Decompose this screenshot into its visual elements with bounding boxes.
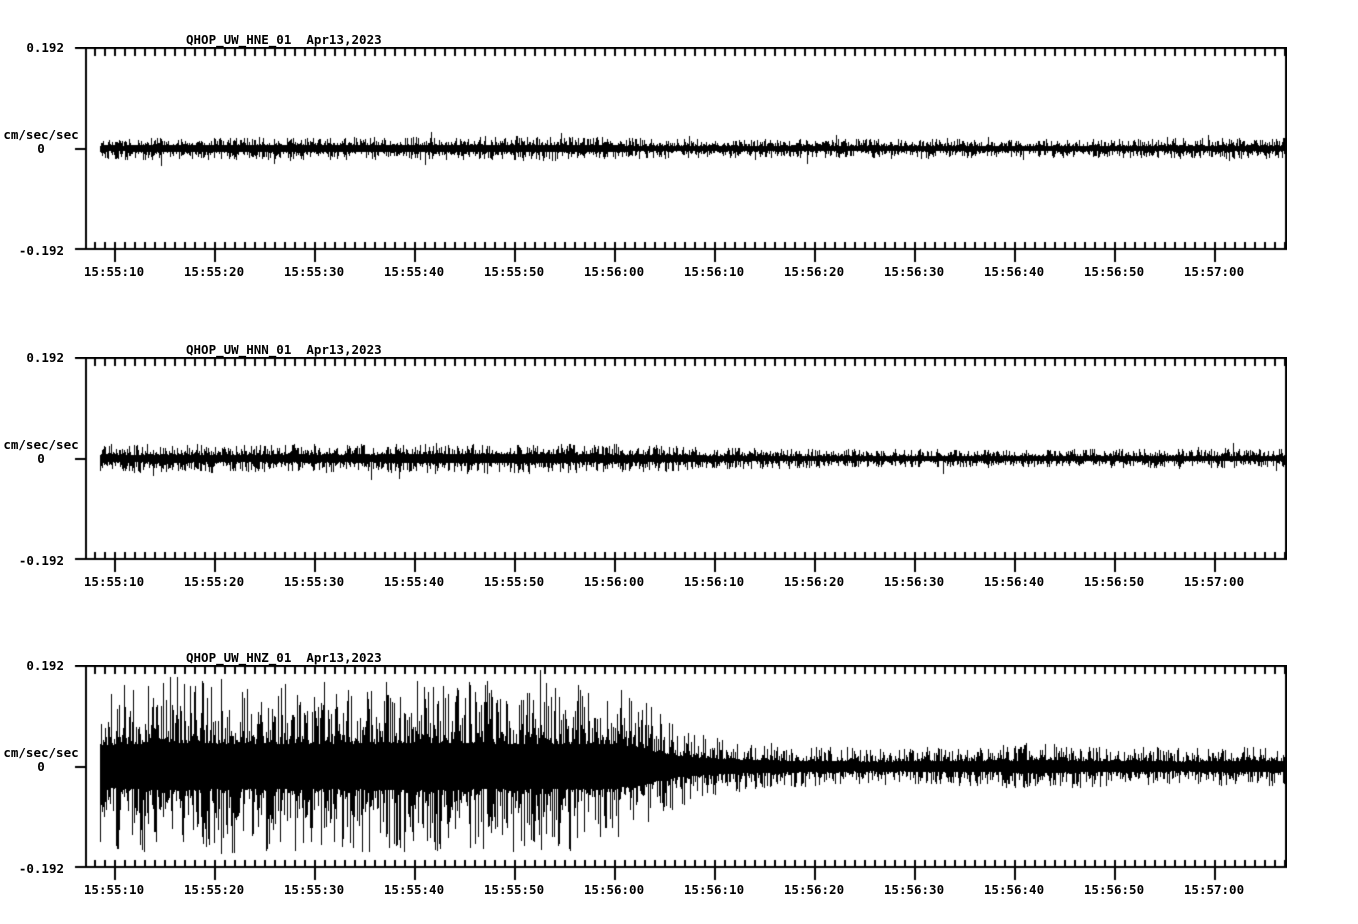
station-channel-label: QHOP_UW_HNN_01 [186, 342, 292, 357]
x-tick-label: 15:56:10 [683, 574, 745, 589]
x-tick-label: 15:56:50 [1083, 264, 1145, 279]
trace-title: QHOP_UW_HNE_01 Apr13,2023 [186, 32, 382, 47]
x-axis-tick-labels: 15:55:10 15:55:20 15:55:30 15:55:40 15:55:50… [83, 264, 1299, 279]
x-tick-label: 15:55:10 [83, 264, 145, 279]
seismogram-panel-hnz: QHOP_UW_HNZ_01 Apr13,2023 0.192 cm/sec/se… [0, 645, 1358, 924]
x-tick-label: 15:55:10 [83, 882, 145, 897]
x-tick-label: 15:56:30 [883, 264, 945, 279]
x-tick-label: 15:56:00 [583, 264, 645, 279]
trace-title: QHOP_UW_HNN_01 Apr13,2023 [186, 342, 382, 357]
x-tick-label: 15:55:50 [483, 264, 545, 279]
x-tick-label: 15:56:40 [983, 264, 1045, 279]
x-tick-label: 15:56:10 [683, 882, 745, 897]
x-tick-label: 15:56:00 [583, 882, 645, 897]
station-channel-label: QHOP_UW_HNE_01 [186, 32, 292, 47]
x-tick-label: 15:56:20 [783, 882, 845, 897]
seismogram-panel-hne: QHOP_UW_HNE_01 Apr13,2023 0.192 cm/sec/se… [0, 27, 1358, 327]
x-tick-label: 15:56:50 [1083, 574, 1145, 589]
y-axis-zero-label: 0 [37, 759, 45, 774]
y-axis-zero-label: 0 [37, 141, 45, 156]
seismogram-canvas-hnz [73, 665, 1287, 882]
y-axis-zero-label: 0 [37, 451, 45, 466]
trace-date-label: Apr13,2023 [306, 32, 382, 47]
x-tick-label: 15:56:30 [883, 882, 945, 897]
trace-date-label: Apr13,2023 [306, 342, 382, 357]
x-tick-label: 15:56:20 [783, 574, 845, 589]
x-tick-label: 15:55:40 [383, 882, 445, 897]
y-axis-unit-label: cm/sec/sec [3, 437, 79, 452]
y-axis-max-label: 0.192 [26, 350, 64, 365]
seismogram-canvas-hnn [73, 357, 1287, 574]
x-tick-label: 15:57:00 [1183, 882, 1245, 897]
x-tick-label: 15:56:40 [983, 882, 1045, 897]
y-axis-unit-label: cm/sec/sec [3, 745, 79, 760]
x-tick-label: 15:57:00 [1183, 264, 1245, 279]
y-axis-unit-label: cm/sec/sec [3, 127, 79, 142]
x-tick-label: 15:55:30 [283, 882, 345, 897]
x-tick-label: 15:56:30 [883, 574, 945, 589]
x-tick-label: 15:56:00 [583, 574, 645, 589]
x-axis-tick-labels: 15:55:10 15:55:20 15:55:30 15:55:40 15:55:50… [83, 882, 1299, 897]
trace-title: QHOP_UW_HNZ_01 Apr13,2023 [186, 650, 382, 665]
trace-date-label: Apr13,2023 [306, 650, 382, 665]
y-axis-min-label: -0.192 [18, 553, 64, 568]
x-tick-label: 15:55:30 [283, 574, 345, 589]
station-channel-label: QHOP_UW_HNZ_01 [186, 650, 292, 665]
seismogram-panel-hnn: QHOP_UW_HNN_01 Apr13,2023 0.192 cm/sec/se… [0, 337, 1358, 637]
x-axis-tick-labels: 15:55:10 15:55:20 15:55:30 15:55:40 15:55:50… [83, 574, 1299, 589]
x-tick-label: 15:56:10 [683, 264, 745, 279]
x-tick-label: 15:55:50 [483, 574, 545, 589]
x-tick-label: 15:55:10 [83, 574, 145, 589]
x-tick-label: 15:56:20 [783, 264, 845, 279]
x-tick-label: 15:57:00 [1183, 574, 1245, 589]
x-tick-label: 15:55:40 [383, 264, 445, 279]
y-axis-min-label: -0.192 [18, 861, 64, 876]
x-tick-label: 15:56:40 [983, 574, 1045, 589]
x-tick-label: 15:55:20 [183, 574, 245, 589]
seismogram-canvas-hne [73, 47, 1287, 264]
x-tick-label: 15:55:30 [283, 264, 345, 279]
x-tick-label: 15:55:40 [383, 574, 445, 589]
x-tick-label: 15:55:20 [183, 264, 245, 279]
y-axis-max-label: 0.192 [26, 658, 64, 673]
x-tick-label: 15:56:50 [1083, 882, 1145, 897]
y-axis-min-label: -0.192 [18, 243, 64, 258]
x-tick-label: 15:55:20 [183, 882, 245, 897]
y-axis-max-label: 0.192 [26, 40, 64, 55]
x-tick-label: 15:55:50 [483, 882, 545, 897]
